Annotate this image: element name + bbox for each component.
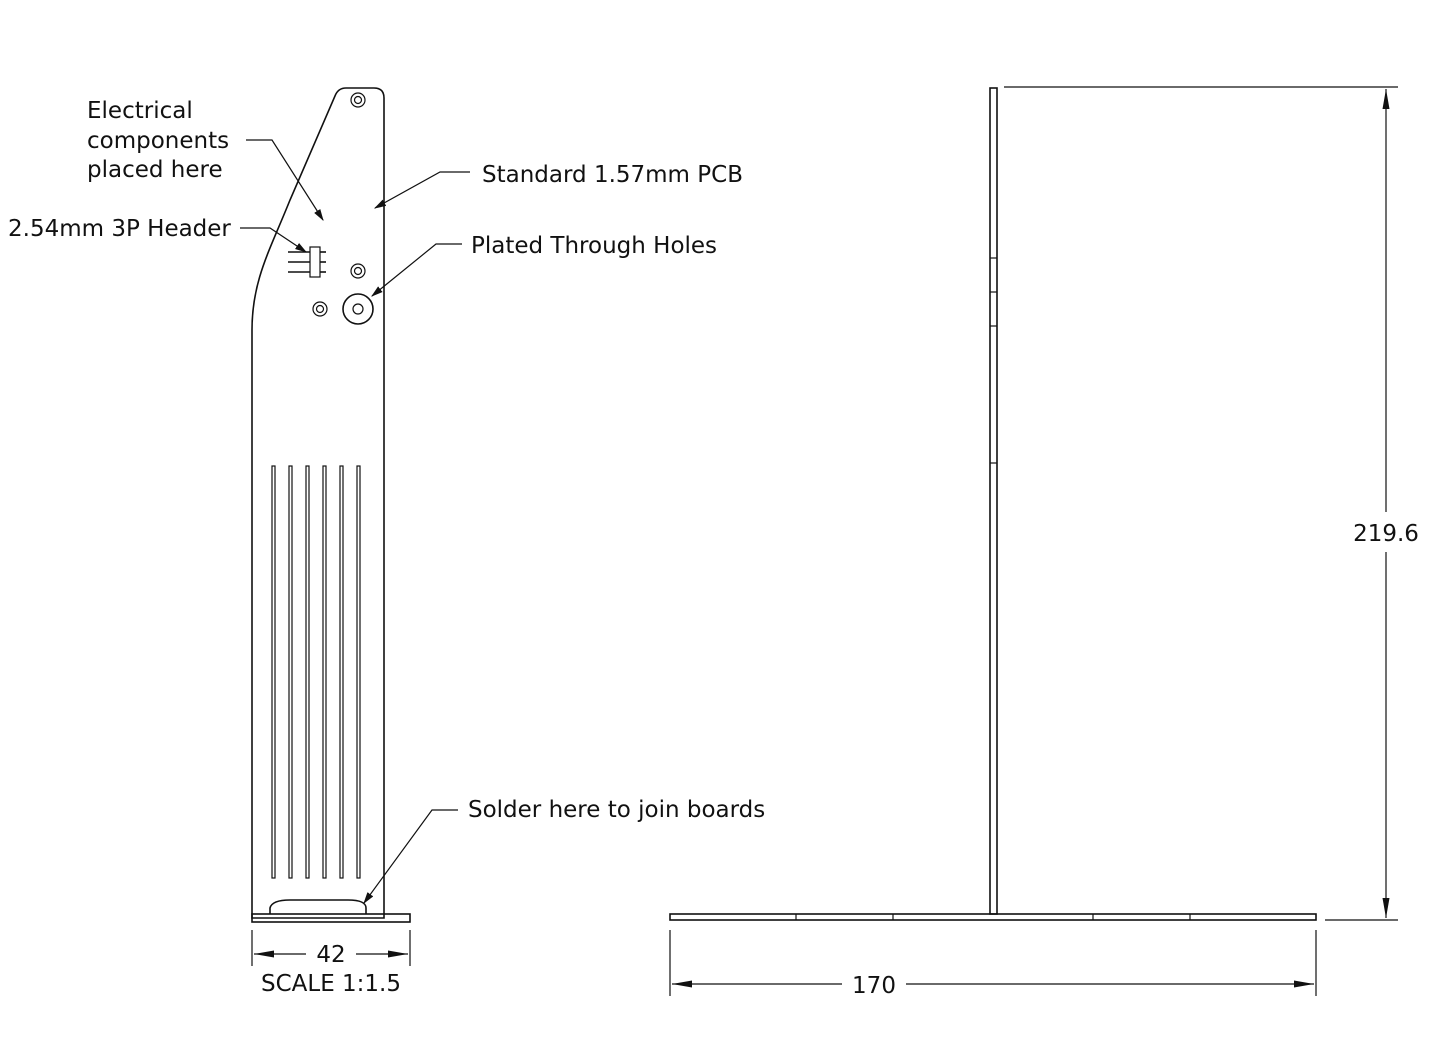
leader-solder: [363, 809, 458, 904]
electrical-components-line1: Electrical: [87, 98, 193, 124]
leader-lines: [240, 139, 470, 904]
electrical-components-line3: placed here: [87, 157, 223, 183]
mounting-hole-left: [312, 301, 328, 317]
plated-through-hole: [342, 293, 374, 325]
pcb-label: Standard 1.57mm PCB: [482, 162, 743, 188]
header-3p: [288, 246, 326, 278]
mounting-hole-mid: [350, 263, 366, 279]
front-width-dimension: [251, 930, 411, 966]
scale-label: SCALE 1:1.5: [261, 971, 401, 997]
side-upright: [989, 87, 998, 915]
board-slots: [271, 465, 361, 879]
pth-label: Plated Through Holes: [471, 233, 717, 259]
solder-pad: [269, 899, 367, 914]
mounting-hole-top: [350, 92, 366, 108]
leader-header: [240, 227, 307, 253]
side-width-value: 170: [852, 973, 896, 999]
board-foot: [251, 913, 411, 923]
header-label: 2.54mm 3P Header: [8, 216, 231, 242]
side-base: [669, 913, 1317, 921]
leader-pcb: [373, 171, 470, 209]
front-width-value: 42: [316, 942, 345, 968]
leader-pth: [371, 243, 462, 297]
leader-electrical: [246, 139, 324, 222]
solder-label: Solder here to join boards: [468, 797, 765, 823]
electrical-components-line2: components: [87, 128, 229, 154]
side-height-value: 219.6: [1353, 521, 1419, 547]
front-view: [251, 87, 411, 923]
side-width-dimension: [669, 930, 1317, 996]
electrical-components-label: Electrical components placed here: [87, 98, 236, 183]
side-height-dimension: [1004, 86, 1398, 921]
side-view: [669, 87, 1317, 921]
board-outline: [251, 87, 385, 919]
